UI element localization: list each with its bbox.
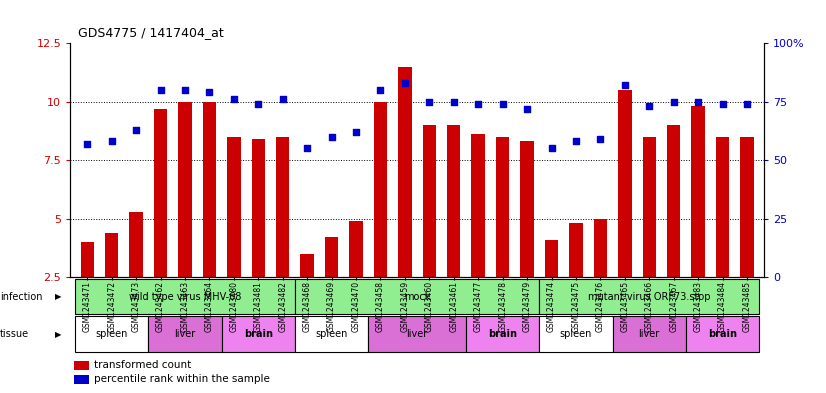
Bar xyxy=(227,137,240,277)
Point xyxy=(594,136,607,142)
Point xyxy=(325,134,338,140)
Bar xyxy=(613,316,686,352)
Bar xyxy=(466,316,539,352)
Point xyxy=(276,96,289,103)
Bar xyxy=(472,134,485,277)
Bar xyxy=(667,125,681,277)
Point xyxy=(154,87,167,93)
Bar xyxy=(423,125,436,277)
Bar xyxy=(325,237,339,277)
Bar xyxy=(520,141,534,277)
Point xyxy=(691,99,705,105)
Bar xyxy=(75,279,295,314)
Text: spleen: spleen xyxy=(96,329,128,339)
Text: percentile rank within the sample: percentile rank within the sample xyxy=(94,375,270,384)
Bar xyxy=(569,223,582,277)
Bar xyxy=(105,233,118,277)
Bar xyxy=(252,139,265,277)
Bar xyxy=(221,316,295,352)
Bar xyxy=(81,242,94,277)
Bar xyxy=(716,137,729,277)
Point xyxy=(130,127,143,133)
Bar xyxy=(74,375,89,384)
Point xyxy=(398,80,411,86)
Bar xyxy=(691,107,705,277)
Point xyxy=(472,101,485,107)
Point xyxy=(178,87,192,93)
Text: spleen: spleen xyxy=(316,329,348,339)
Bar xyxy=(686,316,759,352)
Bar xyxy=(149,316,221,352)
Text: liver: liver xyxy=(174,329,196,339)
Bar xyxy=(349,221,363,277)
Point xyxy=(105,138,118,145)
Bar xyxy=(130,211,143,277)
Bar xyxy=(295,316,368,352)
Bar xyxy=(75,316,149,352)
Text: GDS4775 / 1417404_at: GDS4775 / 1417404_at xyxy=(78,26,224,39)
Point xyxy=(618,82,631,88)
Text: brain: brain xyxy=(488,329,517,339)
Bar xyxy=(202,102,216,277)
Point xyxy=(496,101,510,107)
Bar xyxy=(740,137,753,277)
Bar xyxy=(295,279,539,314)
Text: tissue: tissue xyxy=(0,329,29,339)
Text: wild type virus MHV-68: wild type virus MHV-68 xyxy=(129,292,241,302)
Point xyxy=(349,129,363,135)
Point xyxy=(716,101,729,107)
Bar xyxy=(594,219,607,277)
Text: brain: brain xyxy=(708,329,737,339)
Text: infection: infection xyxy=(0,292,42,302)
Point xyxy=(227,96,240,103)
Point xyxy=(374,87,387,93)
Bar xyxy=(154,109,168,277)
Bar xyxy=(276,137,289,277)
Text: liver: liver xyxy=(638,329,660,339)
Text: ▶: ▶ xyxy=(55,330,62,338)
Bar xyxy=(539,279,759,314)
Point xyxy=(447,99,460,105)
Bar xyxy=(74,361,89,369)
Point xyxy=(569,138,582,145)
Point xyxy=(423,99,436,105)
Point xyxy=(81,141,94,147)
Text: ▶: ▶ xyxy=(55,292,62,301)
Point xyxy=(667,99,681,105)
Text: liver: liver xyxy=(406,329,428,339)
Bar xyxy=(398,66,411,277)
Point xyxy=(740,101,753,107)
Bar xyxy=(447,125,461,277)
Bar xyxy=(545,240,558,277)
Point xyxy=(643,103,656,110)
Text: transformed count: transformed count xyxy=(94,360,192,370)
Text: brain: brain xyxy=(244,329,273,339)
Bar xyxy=(496,137,510,277)
Bar xyxy=(368,316,466,352)
Point xyxy=(545,145,558,152)
Bar xyxy=(374,102,387,277)
Text: mutant virus ORF73.stop: mutant virus ORF73.stop xyxy=(588,292,710,302)
Bar xyxy=(643,137,656,277)
Bar xyxy=(178,102,192,277)
Text: mock: mock xyxy=(404,292,430,302)
Bar xyxy=(618,90,632,277)
Point xyxy=(203,89,216,95)
Point xyxy=(252,101,265,107)
Point xyxy=(520,106,534,112)
Bar xyxy=(301,254,314,277)
Text: spleen: spleen xyxy=(560,329,592,339)
Point xyxy=(301,145,314,152)
Bar xyxy=(539,316,613,352)
